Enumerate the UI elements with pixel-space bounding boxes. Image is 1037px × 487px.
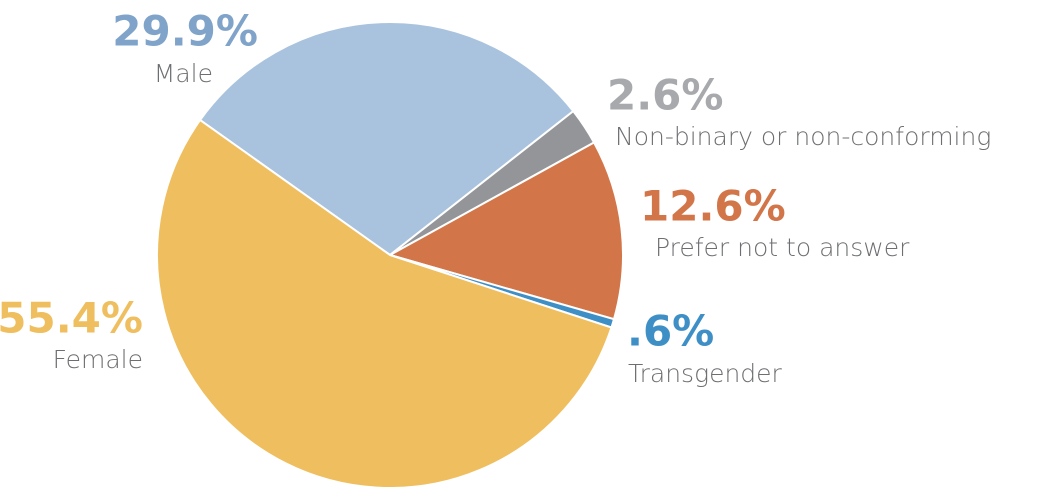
value-label: .6% <box>627 307 714 356</box>
category-label: Transgender <box>628 359 783 388</box>
value-label: 55.4% <box>0 294 143 343</box>
value-label: 12.6% <box>640 182 786 231</box>
category-label: Male <box>154 59 213 88</box>
pie-slice <box>387 141 624 321</box>
category-label: Non-binary or non-conforming <box>615 122 991 151</box>
value-label: 29.9% <box>112 7 258 56</box>
category-label: Prefer not to answer <box>655 233 910 262</box>
value-label: 2.6% <box>607 71 723 120</box>
pie-slice <box>198 21 575 257</box>
pie-slice <box>156 118 613 487</box>
category-label: Female <box>53 345 143 374</box>
